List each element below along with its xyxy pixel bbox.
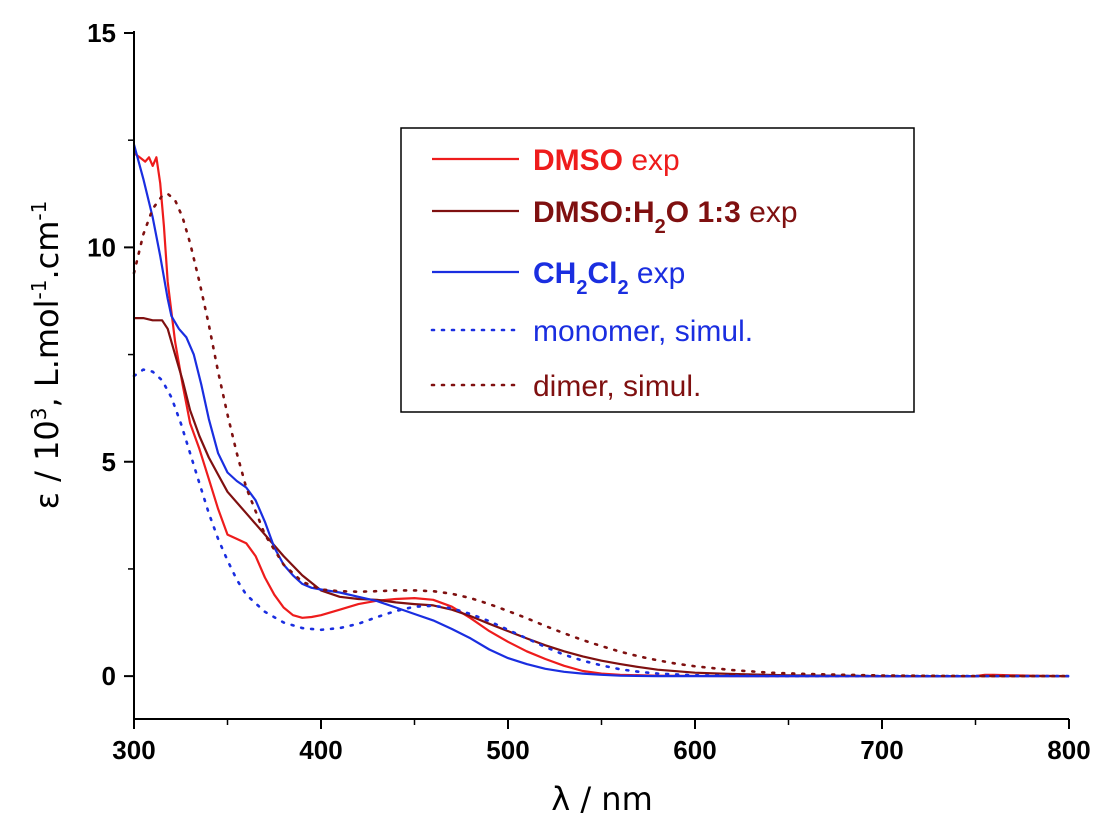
y-axis-title-part: , L.mol bbox=[28, 299, 66, 407]
legend-label-dmso: DMSO exp bbox=[533, 144, 680, 177]
y-tick-label: 5 bbox=[102, 447, 116, 477]
series-dmso_h2o bbox=[134, 317, 1069, 678]
series-ch2cl2 bbox=[132, 144, 976, 678]
legend-label-part: exp bbox=[629, 257, 686, 290]
legend-label-part: exp bbox=[623, 144, 680, 177]
legend-label-dimer: dimer, simul. bbox=[533, 370, 701, 403]
x-tick-label: 700 bbox=[860, 735, 903, 765]
y-tick-label: 0 bbox=[102, 661, 116, 691]
axes bbox=[124, 31, 1070, 729]
series-dimer bbox=[132, 192, 1071, 678]
legend-label-part: CH bbox=[533, 257, 576, 290]
tick-labels: 300 400 500 600 700 800 0 5 10 15 bbox=[87, 18, 1091, 765]
x-tick-label: 800 bbox=[1047, 735, 1090, 765]
legend-label-part: dimer, simul. bbox=[533, 370, 701, 403]
legend-label-part: Cl bbox=[587, 257, 617, 290]
y-axis-title-part: ε / 10 bbox=[28, 420, 66, 509]
legend-label-part: exp bbox=[741, 196, 798, 229]
x-tick-label: 300 bbox=[112, 735, 155, 765]
legend-label-monomer: monomer, simul. bbox=[533, 315, 753, 348]
y-tick-label: 10 bbox=[87, 232, 116, 262]
legend-label-ch2cl2: CH2Cl2 exp bbox=[533, 257, 685, 299]
x-tick-label: 500 bbox=[486, 735, 529, 765]
x-axis-title: λ / nm bbox=[551, 780, 653, 818]
y-tick-label: 15 bbox=[87, 18, 116, 48]
legend-label-part: monomer, simul. bbox=[533, 315, 753, 348]
y-axis-title-sup: -1 bbox=[27, 201, 51, 221]
y-axis-title: ε / 103, L.mol-1.cm-1 bbox=[27, 201, 66, 510]
y-axis-title-part: .cm bbox=[28, 221, 66, 280]
series-monomer bbox=[132, 368, 1071, 678]
legend-label-part: DMSO:H bbox=[533, 196, 655, 229]
legend-label-part: DMSO bbox=[533, 144, 623, 177]
legend-label-dmso_h2o: DMSO:H2O 1:3 exp bbox=[533, 196, 798, 238]
legend-label-part: O 1:3 bbox=[666, 196, 741, 229]
series-layer bbox=[132, 144, 1071, 678]
legend-label-part: 2 bbox=[617, 277, 628, 299]
y-axis-title-sup: 3 bbox=[27, 407, 51, 420]
legend-label-part: 2 bbox=[576, 277, 587, 299]
x-tick-label: 400 bbox=[299, 735, 342, 765]
legend-label-part: 2 bbox=[655, 216, 666, 238]
x-tick-label: 600 bbox=[673, 735, 716, 765]
y-axis-title-sup: -1 bbox=[27, 280, 51, 300]
legend-box bbox=[400, 127, 915, 413]
